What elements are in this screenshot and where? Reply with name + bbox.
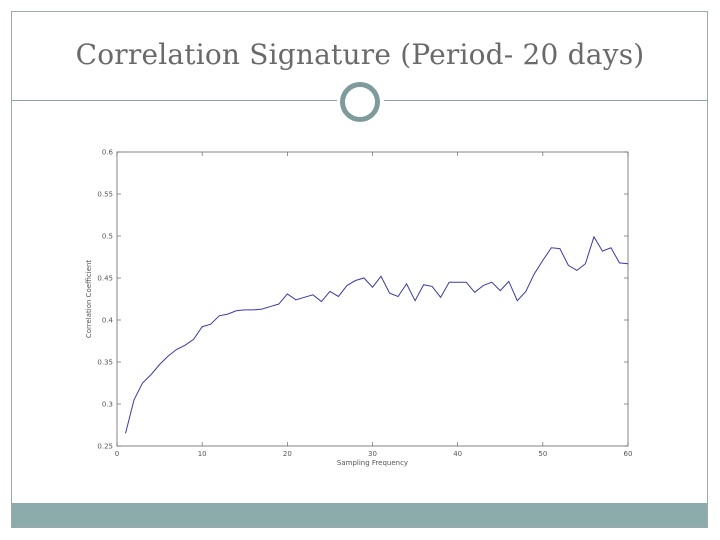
x-tick-label: 60 <box>624 450 633 458</box>
title-rule-left <box>11 100 337 101</box>
y-tick-label: 0.35 <box>97 359 113 367</box>
title-rule-right <box>384 100 708 101</box>
footer-bar <box>12 503 707 527</box>
x-axis-label: Sampling Frequency <box>337 459 408 467</box>
y-tick-label: 0.3 <box>102 401 113 409</box>
y-tick-label: 0.25 <box>97 443 113 451</box>
y-axis-label: Correlation Coefficient <box>85 260 93 339</box>
chart-axes <box>116 151 629 447</box>
y-tick-label: 0.55 <box>97 191 113 199</box>
y-tick-label: 0.6 <box>102 149 114 157</box>
chart-ticks: 0 10 20 30 40 50 60 0.25 0.3 0.35 0.4 0.45 0.5 0.55 0.… <box>97 149 632 459</box>
slide-title: Correlation Signature (Period- 20 days) <box>75 38 645 71</box>
slide-frame <box>11 11 708 528</box>
x-tick-label: 50 <box>538 450 547 458</box>
y-tick-label: 0.5 <box>102 233 113 241</box>
correlation-line-chart: 0 10 20 30 40 50 60 0.25 0.3 0.35 0.4 0.45 0.5 0.55 0.… <box>85 149 632 468</box>
series-line <box>125 235 629 434</box>
chart-series <box>125 235 629 434</box>
y-tick-label: 0.45 <box>97 275 113 283</box>
x-tick-label: 0 <box>115 450 119 458</box>
y-tick-label: 0.4 <box>102 317 114 325</box>
x-tick-label: 30 <box>368 450 377 458</box>
ring-ornament <box>340 82 380 122</box>
plot-area-box <box>116 151 629 447</box>
x-tick-label: 40 <box>453 450 462 458</box>
x-tick-label: 10 <box>198 450 207 458</box>
x-tick-label: 20 <box>283 450 292 458</box>
